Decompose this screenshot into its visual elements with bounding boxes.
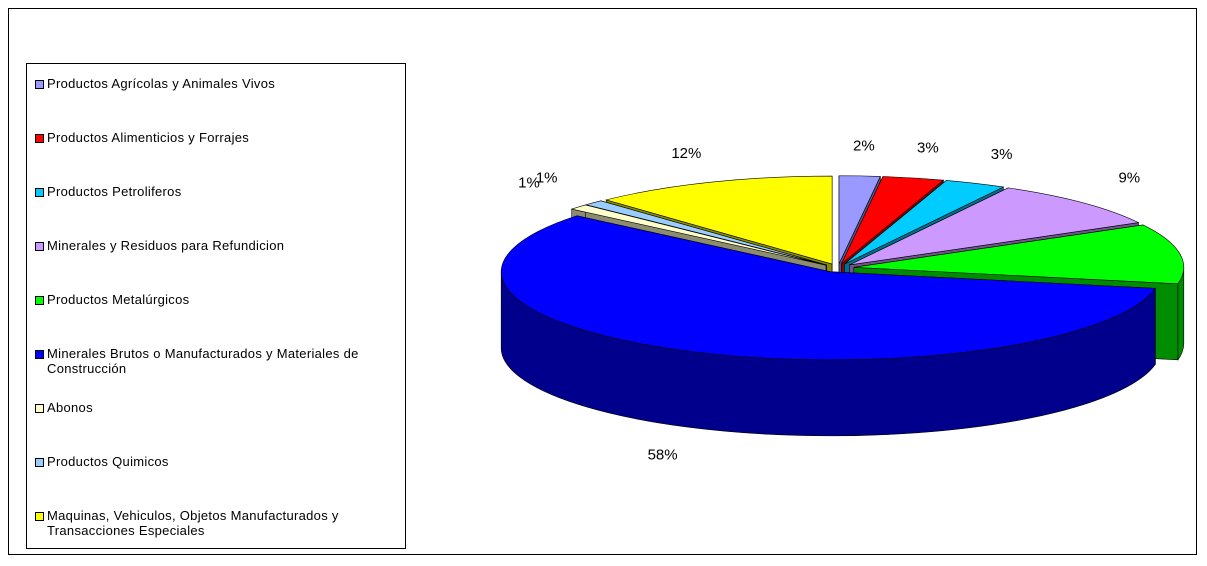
slice	[570, 204, 827, 266]
legend-label: Productos Metalúrgicos	[47, 292, 190, 307]
legend-item: Productos Quimicos	[35, 454, 397, 508]
legend-item: Productos Alimenticios y Forrajes	[35, 130, 397, 184]
slice	[838, 175, 881, 264]
legend-swatch	[35, 458, 44, 467]
legend-label: Productos Quimicos	[47, 454, 169, 469]
data-label: 58%	[648, 446, 678, 463]
slice	[605, 175, 833, 265]
legend-label: Maquinas, Vehiculos, Objetos Manufactura…	[47, 508, 339, 538]
data-label: 1%	[536, 169, 558, 186]
legend-item: Minerales Brutos o Manufacturados y Mate…	[35, 346, 397, 400]
legend-swatch	[35, 512, 44, 521]
legend-swatch	[35, 188, 44, 197]
legend-item: Minerales y Residuos para Refundicion	[35, 238, 397, 292]
legend-swatch	[35, 80, 44, 89]
legend: Productos Agrícolas y Animales Vivos Prod…	[26, 63, 406, 549]
legend-label: Minerales Brutos o Manufacturados y Mate…	[47, 346, 359, 376]
legend-label: Productos Agrícolas y Animales Vivos	[47, 76, 276, 91]
legend-swatch	[35, 404, 44, 413]
legend-item: Productos Agrícolas y Animales Vivos	[35, 76, 397, 130]
slice	[500, 215, 1156, 361]
legend-swatch	[35, 242, 44, 251]
legend-label: Minerales y Residuos para Refundicion	[47, 238, 285, 253]
chart-frame	[8, 8, 1197, 555]
legend-item: Abonos	[35, 400, 397, 454]
legend-swatch	[35, 350, 44, 359]
data-label: 3%	[991, 146, 1013, 163]
legend-swatch	[35, 134, 44, 143]
legend-label: Productos Alimenticios y Forrajes	[47, 130, 250, 145]
slice	[844, 180, 1005, 265]
legend-label: Productos Petroliferos	[47, 184, 182, 199]
data-label: 1%	[518, 174, 540, 191]
legend-label: Abonos	[47, 400, 93, 415]
data-label: 12%	[671, 145, 701, 162]
slice	[853, 224, 1185, 285]
legend-item: Productos Metalúrgicos	[35, 292, 397, 346]
legend-item: Productos Petroliferos	[35, 184, 397, 238]
slice	[584, 200, 827, 266]
legend-swatch	[35, 296, 44, 305]
data-label: 2%	[853, 137, 875, 154]
data-label: 3%	[917, 140, 939, 157]
slice	[849, 187, 1140, 266]
data-label: 9%	[1118, 169, 1140, 186]
slice	[841, 176, 945, 265]
legend-item: Maquinas, Vehiculos, Objetos Manufactura…	[35, 508, 397, 562]
